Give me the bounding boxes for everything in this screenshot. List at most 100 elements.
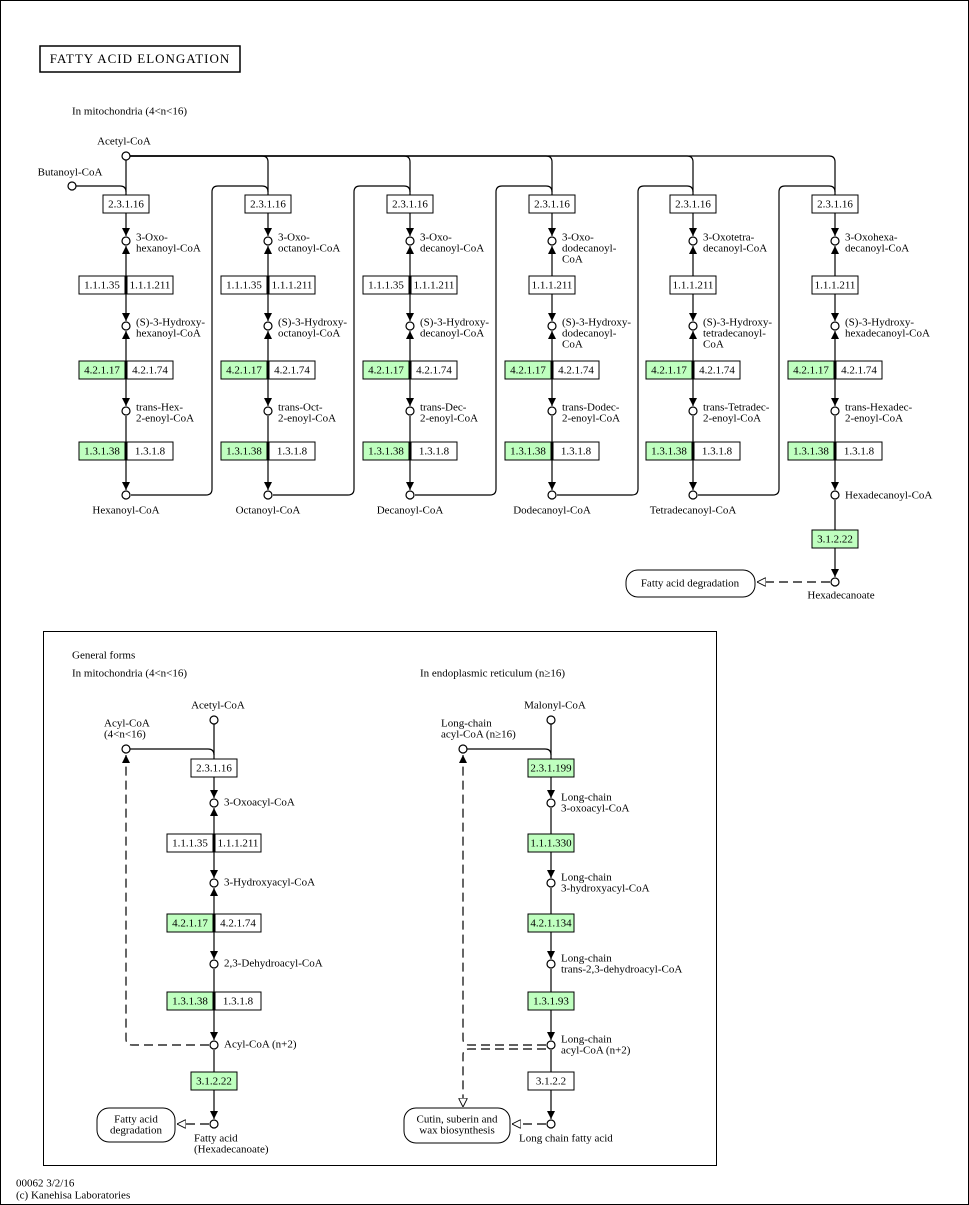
enzyme-label: 1.1.1.211 bbox=[673, 280, 714, 292]
compound-label: 3-Oxo- bbox=[562, 232, 594, 244]
compound-label: Fatty acid bbox=[194, 1133, 238, 1145]
enzyme-box bbox=[362, 441, 410, 461]
enzyme-box bbox=[693, 360, 741, 380]
enzyme-label: 1.3.1.38 bbox=[793, 446, 829, 458]
pathway-box bbox=[625, 569, 756, 598]
enzyme-box bbox=[787, 441, 835, 461]
enzyme-label: 4.2.1.74 bbox=[220, 918, 256, 930]
enzyme-label: 1.1.1.330 bbox=[530, 838, 572, 850]
compound-node bbox=[405, 236, 415, 246]
compound-label: dodecanoyl- bbox=[562, 243, 617, 255]
enzyme-label: 1.3.1.8 bbox=[277, 446, 308, 458]
compound-label: 2-enoyl-CoA bbox=[845, 413, 903, 425]
compound-node bbox=[209, 1040, 219, 1050]
title-box bbox=[39, 45, 241, 73]
reaction-line bbox=[130, 748, 215, 756]
compound-node bbox=[209, 715, 219, 725]
enzyme-label: 3.1.2.22 bbox=[196, 1076, 232, 1088]
compound-label: CoA bbox=[703, 339, 724, 351]
compound-node bbox=[121, 236, 131, 246]
enzyme-label: 4.2.1.74 bbox=[841, 365, 877, 377]
enzyme-box bbox=[552, 360, 600, 380]
enzyme-label: 1.1.1.35 bbox=[226, 280, 262, 292]
compound-node bbox=[121, 151, 131, 161]
enzyme-label: 4.2.1.74 bbox=[416, 365, 452, 377]
compound-label: Hexadecanoyl-CoA bbox=[845, 490, 932, 502]
enzyme-box bbox=[528, 194, 576, 214]
enzyme-box bbox=[362, 275, 410, 295]
compound-node bbox=[688, 321, 698, 331]
compound-label: decanoyl-CoA bbox=[845, 243, 909, 255]
compound-label: trans-Dec- bbox=[420, 402, 467, 414]
compound-label: (S)-3-Hydroxy- bbox=[136, 317, 205, 329]
enzyme-box bbox=[166, 833, 214, 853]
compound-node bbox=[209, 1119, 219, 1129]
map-title: FATTY ACID ELONGATION bbox=[50, 51, 231, 66]
enzyme-label: 4.2.1.17 bbox=[510, 365, 546, 377]
compound-label: trans-Hexadec- bbox=[845, 402, 913, 414]
enzyme-box bbox=[527, 1071, 575, 1091]
compound-node bbox=[830, 490, 840, 500]
enzyme-label: 1.3.1.8 bbox=[844, 446, 875, 458]
enzyme-box bbox=[244, 194, 292, 214]
compound-label: hexanoyl-CoA bbox=[136, 243, 201, 255]
enzyme-box bbox=[410, 360, 458, 380]
enzyme-box bbox=[190, 758, 238, 778]
enzyme-box bbox=[645, 360, 693, 380]
enzyme-label: 4.2.1.17 bbox=[84, 365, 120, 377]
enzyme-label: 3.1.2.2 bbox=[536, 1076, 566, 1088]
enzyme-label: 4.2.1.134 bbox=[530, 918, 572, 930]
compound-label: Long-chain bbox=[561, 872, 612, 884]
compound-label: Long-chain bbox=[561, 1034, 612, 1046]
compound-node bbox=[405, 490, 415, 500]
enzyme-box bbox=[214, 833, 262, 853]
enzyme-box bbox=[552, 441, 600, 461]
enzyme-label: 1.3.1.8 bbox=[135, 446, 166, 458]
compound-node bbox=[209, 878, 219, 888]
compound-label: 3-Oxo- bbox=[278, 232, 310, 244]
compound-label: (S)-3-Hydroxy- bbox=[420, 317, 489, 329]
compound-node bbox=[547, 406, 557, 416]
enzyme-label: 1.1.1.211 bbox=[815, 280, 856, 292]
compound-label: Long-chain bbox=[561, 953, 612, 965]
enzyme-box bbox=[504, 360, 552, 380]
compound-label: CoA bbox=[562, 339, 583, 351]
enzyme-box bbox=[102, 194, 150, 214]
enzyme-label: 2.3.1.16 bbox=[108, 199, 144, 211]
compound-node bbox=[830, 406, 840, 416]
enzyme-box bbox=[220, 275, 268, 295]
enzyme-box bbox=[693, 441, 741, 461]
reaction-line bbox=[273, 185, 411, 496]
dashed-relation bbox=[122, 755, 209, 1046]
compound-node bbox=[263, 236, 273, 246]
compound-label: Decanoyl-CoA bbox=[377, 505, 444, 517]
dashed-relation bbox=[459, 755, 546, 1046]
enzyme-label: 4.2.1.17 bbox=[651, 365, 687, 377]
enzyme-label: 1.3.1.38 bbox=[368, 446, 404, 458]
compound-label: decanoyl-CoA bbox=[420, 243, 484, 255]
compound-label: Acyl-CoA bbox=[104, 718, 150, 730]
enzyme-label: 1.3.1.38 bbox=[226, 446, 262, 458]
compound-label: decanoyl-CoA bbox=[420, 328, 484, 340]
compound-label: 2-enoyl-CoA bbox=[703, 413, 761, 425]
compound-label: (S)-3-Hydroxy- bbox=[562, 317, 631, 329]
compound-label: Butanoyl-CoA bbox=[38, 167, 103, 179]
enzyme-box bbox=[835, 441, 883, 461]
reaction-line bbox=[415, 185, 553, 496]
compound-label: Long chain fatty acid bbox=[519, 1133, 613, 1145]
enzyme-label: 1.3.1.8 bbox=[561, 446, 592, 458]
reaction-line bbox=[557, 185, 694, 496]
enzyme-label: 2.3.1.16 bbox=[817, 199, 853, 211]
compound-label: (S)-3-Hydroxy- bbox=[278, 317, 347, 329]
compound-label: 3-Oxohexa- bbox=[845, 232, 898, 244]
enzyme-label: 1.1.1.35 bbox=[84, 280, 120, 292]
enzyme-box bbox=[190, 1071, 238, 1091]
enzyme-box bbox=[410, 275, 458, 295]
compound-label: degradation bbox=[110, 1125, 162, 1137]
enzyme-label: 1.3.1.8 bbox=[223, 996, 254, 1008]
compound-node bbox=[405, 406, 415, 416]
enzyme-box bbox=[126, 441, 174, 461]
enzyme-label: 2.3.1.16 bbox=[534, 199, 570, 211]
enzyme-box bbox=[166, 991, 214, 1011]
